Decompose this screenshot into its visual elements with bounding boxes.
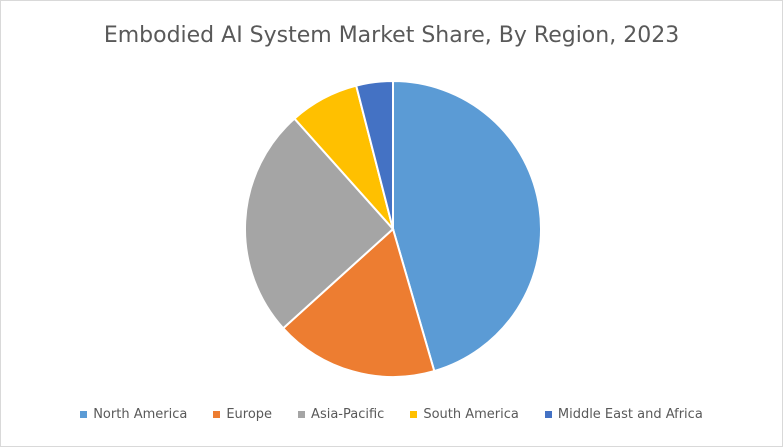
legend-label: Europe [226,407,273,422]
pie-slice [354,79,394,230]
legend-label: Asia-Pacific [311,407,385,422]
legend-item: Europe [213,407,272,422]
chart-title: Embodied AI System Market Share, By Regi… [103,23,680,48]
legend-label: South America [423,407,519,422]
legend-swatch [213,411,221,418]
legend-item: Asia-Pacific [298,407,384,422]
pie-slice [244,117,395,330]
legend-label: Middle East and Africa [557,407,703,422]
legend-item: North America [80,407,187,422]
legend: North America Europe Asia-Pacific South Ame… [1,407,782,422]
legend-swatch [544,411,552,418]
legend-swatch [410,411,418,418]
legend-label: North America [93,407,188,422]
legend-swatch [80,411,88,418]
pie-slice [392,79,542,373]
pie-slice [281,227,436,378]
legend-swatch [298,411,306,418]
legend-item: Middle East and Africa [544,407,703,422]
legend-item: South America [410,407,519,422]
